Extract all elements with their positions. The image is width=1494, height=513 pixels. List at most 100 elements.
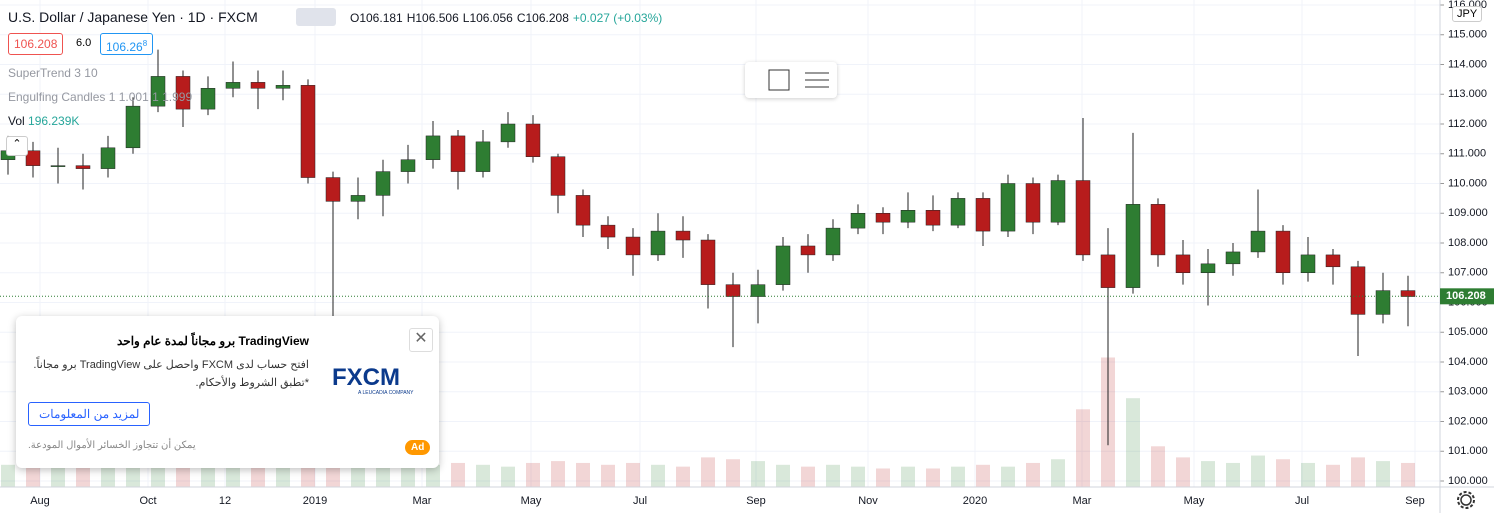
candle-body [1300,254,1316,273]
candle-body [1350,266,1366,315]
candle-body [775,245,791,285]
candle-body [425,135,441,160]
x-tick-label: 2020 [963,495,987,507]
candle-body [1225,251,1241,265]
volume-bar [76,464,90,487]
volume-bar [1326,464,1340,487]
x-tick-label: May [1184,495,1205,507]
last-price-label: 106.208 [1446,290,1486,302]
x-tick-label: Jul [1295,495,1309,507]
candle-body [450,135,466,172]
low: L106.056 [462,11,513,25]
candle-body [1100,254,1116,288]
volume-bar [1176,457,1190,487]
drawing-toolbar [745,62,837,98]
volume-bar [201,464,215,487]
y-tick-label: 112.000 [1448,118,1487,130]
candle-body [1375,290,1391,315]
candle-body [925,210,941,226]
candle-body [650,230,666,256]
volume-bar [876,468,890,487]
buy-price: 106.26 [106,40,143,54]
rect-tool[interactable] [768,69,790,91]
y-tick-label: 101.000 [1448,445,1488,457]
candle-body [1125,204,1141,288]
engulfing-label: Engulfing Candles 1 1.001 1 1.999 [8,90,193,104]
x-tick-label: Jul [633,495,647,507]
candle-body [1200,263,1216,274]
change: +0.027 (+0.03%) [572,11,663,25]
candle-body [100,147,116,169]
candle-body [1275,230,1291,274]
candle-body [850,213,866,229]
supertrend-label: SuperTrend 3 10 [8,66,98,80]
volume-bar [676,466,690,487]
candle-body [325,177,341,202]
volume-bar [1226,462,1240,487]
candle-body [125,105,141,149]
ad-logo: FXCM [332,364,400,391]
volume-bar [1,464,15,487]
y-tick-label: 111.000 [1448,148,1486,160]
collapse-button[interactable]: ⌃ [6,136,28,156]
ad-close[interactable]: ✕ [409,328,433,352]
ad-title: TradingView برو مجاناً لمدة عام واحد [117,334,309,348]
volume-bar [1126,398,1140,487]
symbol-title: U.S. Dollar / Japanese Yen · 1D · FXCM [8,9,258,25]
candle-body [225,82,241,89]
compare-button[interactable] [296,8,336,26]
x-tick-label: Mar [413,495,432,507]
candle-body [175,76,191,110]
x-tick-label: Oct [139,495,156,507]
candle-body [250,82,266,89]
x-tick-label: Sep [746,495,766,507]
candle-body [25,150,41,166]
y-tick-label: 102.000 [1448,415,1488,427]
volume-bar [726,459,740,487]
volume-bar [526,462,540,487]
settings-tool[interactable] [805,72,829,88]
volume-bar [1301,462,1315,487]
volume-bar [151,462,165,487]
volume-bar [801,466,815,487]
y-tick-label: 103.000 [1448,386,1488,398]
candle-body [1025,183,1041,223]
candle-body [1050,180,1066,223]
candle-body [275,85,291,89]
sell-button[interactable]: 106.208 [8,33,64,55]
candle-body [1325,254,1341,268]
volume-bar [51,462,65,487]
ad-logo-sub: A LEUCADIA COMPANY [358,390,414,396]
settings-gear[interactable] [1457,491,1475,509]
candle-body [400,159,416,172]
candle-body [1400,290,1416,297]
x-tick-label: Sep [1405,495,1425,507]
candle-body [1075,180,1091,256]
ad-body: افتح حساب لدى FXCM واحصل على TradingView… [19,356,309,392]
y-tick-label: 110.000 [1448,177,1487,189]
volume-bar [626,462,640,487]
candle-body [950,198,966,226]
x-tick-label: 2019 [303,495,327,507]
volume-bar [601,464,615,487]
x-tick-label: Mar [1073,495,1092,507]
volume-bar [426,464,440,487]
volume-bar [951,466,965,487]
candle-body [500,123,516,143]
y-tick-label: 115.000 [1448,29,1487,41]
volume-bar [1001,466,1015,487]
buy-sup: 8 [142,39,148,48]
close: C106.208 [516,11,569,25]
candle-body [50,165,66,167]
ad-button[interactable]: لمزيد من المعلومات [28,402,151,426]
volume-bar [1351,457,1365,487]
volume-bar [651,464,665,487]
x-tick-label: May [521,495,542,507]
candle-body [700,239,716,285]
volume-bar [451,462,465,487]
candle-body [475,141,491,172]
x-tick-label: Aug [30,495,50,507]
buy-button[interactable]: 106.268 [100,33,154,55]
open: O106.181 [350,11,403,25]
